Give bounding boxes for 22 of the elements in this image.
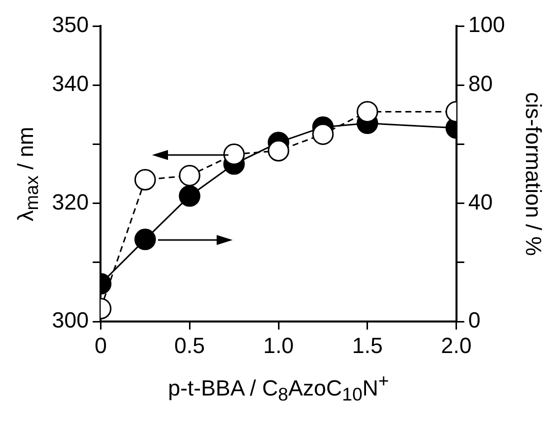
x-axis-title: p-t-BBA / C$_{8}$AzoC$_{10}$N$^{+}$ xyxy=(166,370,390,406)
point xyxy=(356,100,378,122)
point xyxy=(134,168,156,190)
y2-tick-label: 40 xyxy=(468,189,493,214)
point xyxy=(178,185,200,207)
point xyxy=(312,123,334,145)
x-tick-label: 1.0 xyxy=(263,332,294,358)
point xyxy=(268,140,290,162)
x-tick-label: 0 xyxy=(94,332,107,358)
y-tick-label: 350 xyxy=(52,12,89,38)
x-tick-label: 1.5 xyxy=(352,332,383,358)
y-tick-label: 300 xyxy=(52,308,89,333)
y2-tick-label: 100 xyxy=(468,12,506,38)
y-tick-label: 320 xyxy=(52,189,89,214)
x-tick-label: 2.0 xyxy=(440,332,472,358)
y2-tick-label: 0 xyxy=(468,308,481,333)
point xyxy=(134,228,156,250)
y2-tick-label: 80 xyxy=(468,71,493,96)
y-tick-label: 340 xyxy=(52,71,89,96)
point xyxy=(223,144,245,166)
y2-axis-title: cis-formation / % xyxy=(520,92,546,256)
x-tick-label: 0.5 xyxy=(174,332,205,358)
